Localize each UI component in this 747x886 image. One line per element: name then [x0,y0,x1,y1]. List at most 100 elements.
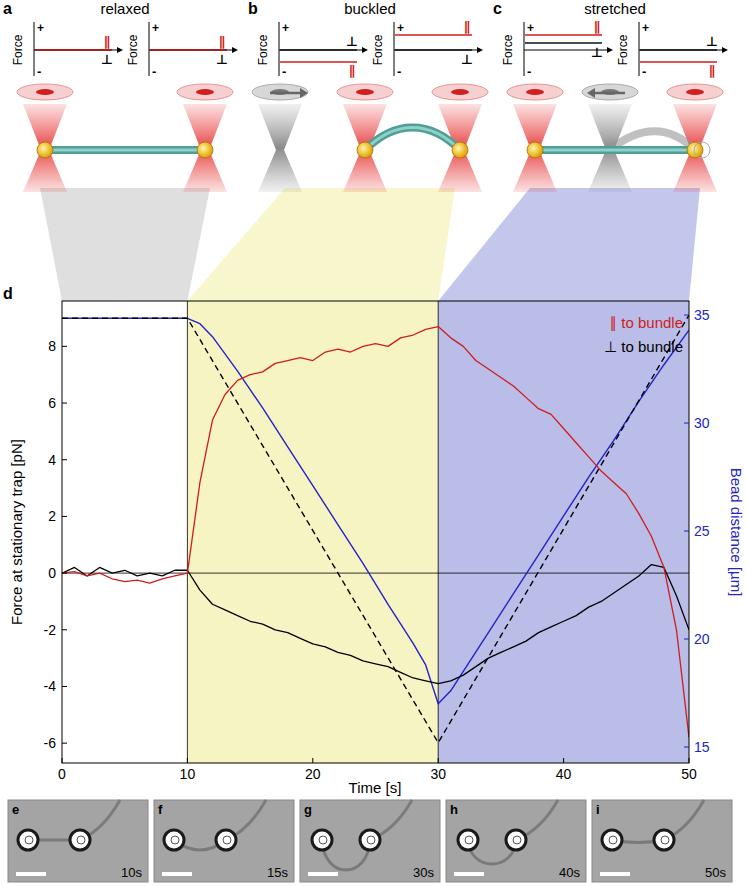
bundle-highlight [45,149,205,152]
panel-letter: d [3,285,13,302]
x-axis-label: Time [s] [349,779,402,796]
y2-tick [684,315,689,316]
panel-letter: i [596,802,600,817]
bead-image [506,830,526,850]
y2-tick-label: 35 [694,307,710,323]
mini-perp-trace [525,42,602,43]
scale-bar [162,872,192,876]
trap-plane [507,84,563,100]
mini-arrow [232,47,238,53]
y-tick-label: 4 [48,452,56,468]
phase-region [438,301,689,763]
series-line [62,327,689,738]
panel-title: buckled [344,0,396,17]
mini-plus: + [282,21,289,35]
mini-perp-label: ⊥ [101,52,113,67]
image-bg [592,800,732,882]
mini-axis [639,22,640,76]
scale-bar [600,872,630,876]
time-label: 15s [267,865,288,880]
y-tick-label: -4 [44,678,57,694]
bead-image [602,830,622,850]
mini-perp-trace [150,49,227,50]
bead-image [360,830,380,850]
mini-par-label: ∥ [349,63,356,78]
mini-arrow [477,47,483,53]
phase-fan [438,188,700,301]
x-tick [438,758,439,763]
bundle-highlight [365,128,460,151]
scale-bar [308,872,338,876]
trap-plane [432,84,488,100]
mini-minus: - [282,64,286,79]
y2-tick [684,747,689,748]
mini-perp-trace [280,49,357,50]
bead-core [367,836,375,844]
y2-tick-label: 30 [694,415,710,431]
image-frame [446,800,586,882]
plot-bg [62,301,689,763]
image-frame [300,800,440,882]
y2-axis-label: Bead distance [µm] [728,468,745,597]
bead-core [25,836,33,844]
bead-core [171,836,179,844]
y-tick [62,516,67,517]
mini-minus: - [527,64,531,79]
trap-spot [356,89,374,95]
mini-axis [394,50,477,51]
series-group [62,315,689,743]
trap-plane [177,84,233,100]
mini-minus: - [397,64,401,79]
bead-image [70,830,90,850]
panel-letter: f [158,802,163,817]
mini-arrow [117,47,123,53]
bead-ghost [694,142,710,158]
legend-entry: ⊥ to bundle [604,338,683,355]
bead-image [312,830,332,850]
x-tick [62,758,63,763]
bead [357,142,373,158]
mini-plus: + [397,21,404,35]
bead-image [18,830,38,850]
scale-bar [16,872,46,876]
micrograph: g30s [300,800,440,882]
panel-letter: e [12,802,19,817]
mini-force-label: Force [11,34,25,65]
micrograph: i50s [592,800,732,882]
panel-letter: b [248,0,258,17]
mini-axis [524,22,525,76]
mini-plus: + [37,21,44,35]
move-arrow [595,92,625,95]
series-line [62,565,689,684]
bead [37,142,53,158]
phase-fan [40,188,210,301]
zero-line [62,573,689,574]
panel-letter: h [450,802,458,817]
y-tick-label: 0 [48,565,56,581]
y-tick-label: 6 [48,395,56,411]
trap-spot [451,89,469,95]
bead-image [654,830,674,850]
x-tick [563,758,564,763]
image-bg [446,800,586,882]
bead-image [164,830,184,850]
move-arrow [270,92,300,95]
scale-bar [454,872,484,876]
mini-minus: - [152,64,156,79]
bead [452,142,468,158]
x-tick-label: 30 [430,766,446,782]
image-frame [592,800,732,882]
panel-letter: a [3,0,12,17]
series-line [62,315,689,743]
y2-tick-label: 25 [694,523,710,539]
y-tick [62,743,67,744]
mini-perp-label: ⊥ [216,52,228,67]
mini-axis [34,50,117,51]
mini-perp-label: ⊥ [706,34,718,49]
bundle-highlight [535,149,695,152]
y-tick [62,346,67,347]
bead-image [458,830,478,850]
mini-perp-trace [395,49,472,50]
mini-par-label: ∥ [594,19,601,34]
y-tick [62,629,67,630]
